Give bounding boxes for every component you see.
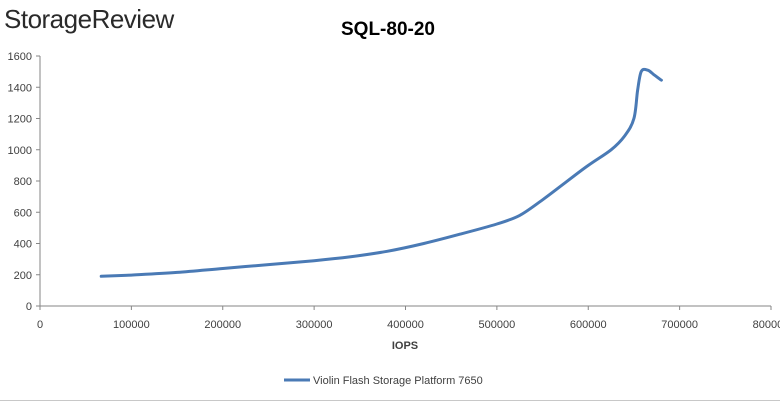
y-axis: 0 200 400 600 800 1000 1200 1400 1600 xyxy=(8,51,41,313)
y-tick-label: 400 xyxy=(14,239,32,251)
chart-title: SQL-80-20 xyxy=(341,19,435,40)
x-tick-label: 100000 xyxy=(113,319,150,331)
storagereview-logo: StorageReview xyxy=(4,4,174,34)
x-tick-label: 400000 xyxy=(387,319,424,331)
y-tick-label: 1600 xyxy=(8,51,32,63)
x-axis: 0 100000 200000 300000 400000 500000 600000 700… xyxy=(37,305,780,331)
legend: Violin Flash Storage Platform 7650 xyxy=(284,375,483,387)
y-tick-label: 1400 xyxy=(8,82,32,94)
x-tick-label: 500000 xyxy=(479,319,516,331)
y-tick-label: 1200 xyxy=(8,114,32,126)
x-tick-label: 200000 xyxy=(204,319,241,331)
y-tick-label: 1000 xyxy=(8,145,32,157)
y-tick-label: 200 xyxy=(14,270,32,282)
y-tick-label: 600 xyxy=(14,207,32,219)
legend-label: Violin Flash Storage Platform 7650 xyxy=(313,375,483,387)
y-tick-label: 800 xyxy=(14,176,32,188)
x-tick-label: 600000 xyxy=(570,319,607,331)
y-tick-label: 0 xyxy=(26,301,32,313)
x-tick-label: 300000 xyxy=(296,319,333,331)
x-axis-title: IOPS xyxy=(392,340,418,352)
series-line-0 xyxy=(99,67,663,278)
x-tick-label: 700000 xyxy=(661,319,698,331)
x-tick-label: 0 xyxy=(37,319,43,331)
x-tick-label: 800000 xyxy=(753,319,780,331)
plot-area xyxy=(99,67,663,278)
